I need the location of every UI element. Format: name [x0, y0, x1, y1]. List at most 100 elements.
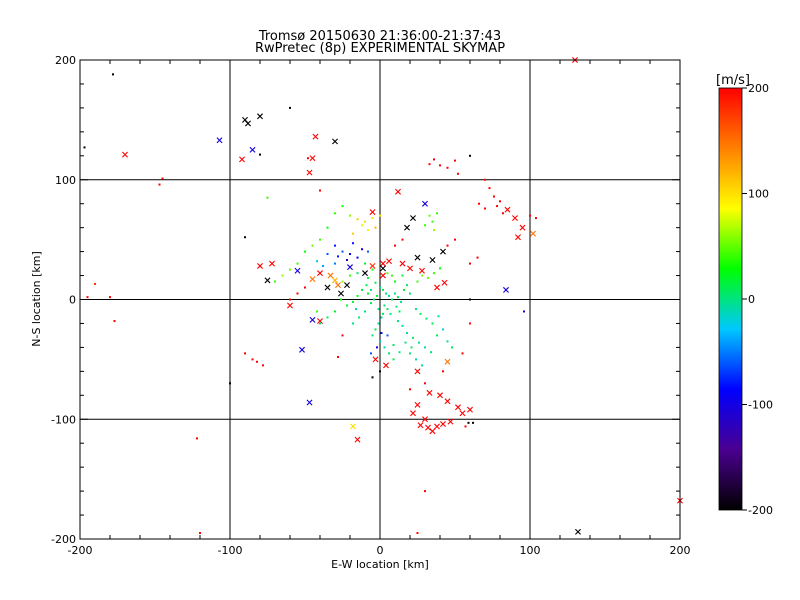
- data-point-dot: [419, 312, 422, 315]
- data-point-dot: [398, 310, 401, 313]
- colorbar-tick-label: 200: [748, 82, 769, 95]
- data-point-dot: [484, 207, 486, 210]
- data-point-cross: [440, 248, 446, 255]
- data-point-dot: [404, 341, 407, 344]
- data-point-dot: [199, 532, 201, 535]
- data-point-dot: [296, 292, 299, 295]
- data-point-dot: [376, 346, 378, 349]
- data-point-cross: [512, 215, 518, 222]
- data-point-cross: [437, 392, 443, 399]
- y-tick-label: 0: [69, 294, 76, 307]
- data-point-dot: [113, 320, 116, 323]
- data-point-dot: [409, 292, 411, 295]
- data-point-dot: [469, 298, 471, 301]
- data-point-dot: [352, 242, 354, 245]
- data-point-dot: [361, 224, 363, 227]
- data-point-dot: [401, 238, 404, 241]
- data-point-dot: [400, 300, 402, 303]
- data-point-dot: [319, 322, 321, 325]
- data-point-dot: [266, 196, 269, 199]
- data-point-dot: [346, 258, 348, 261]
- data-point-cross: [419, 267, 425, 274]
- data-point-dot: [326, 316, 329, 319]
- data-point-dot: [379, 370, 381, 373]
- data-point-cross: [414, 254, 421, 261]
- data-point-dot: [433, 158, 435, 161]
- data-point-dot: [361, 288, 363, 291]
- data-point-dot: [341, 205, 344, 208]
- data-point-dot: [397, 320, 399, 323]
- data-point-dot: [112, 73, 114, 76]
- data-point-dot: [406, 284, 408, 287]
- data-point-dot: [289, 268, 291, 271]
- data-point-dot: [274, 280, 276, 283]
- data-point-dot: [352, 232, 354, 235]
- data-point-dot: [436, 212, 438, 215]
- data-point-cross: [441, 279, 448, 286]
- data-point-cross: [386, 258, 392, 265]
- data-point-dot: [469, 262, 471, 265]
- data-point-cross: [515, 234, 521, 241]
- data-point-dot: [488, 187, 491, 190]
- data-point-dot: [454, 238, 456, 241]
- data-point-dot: [383, 304, 386, 307]
- data-point-dot: [349, 274, 351, 277]
- data-point-dot: [367, 250, 369, 253]
- data-point-dot: [467, 421, 470, 424]
- x-axis-label: E-W location [km]: [331, 558, 429, 571]
- data-point-dot: [416, 280, 419, 283]
- data-point-cross: [429, 428, 436, 435]
- data-point-dot: [386, 272, 389, 275]
- data-point-dot: [379, 340, 381, 343]
- data-point-dot: [409, 352, 411, 355]
- data-point-dot: [392, 344, 395, 347]
- data-point-cross: [503, 286, 509, 293]
- data-point-dot: [431, 322, 434, 325]
- data-point-dot: [446, 166, 449, 169]
- data-point-dot: [397, 296, 399, 299]
- data-point-cross: [530, 230, 536, 237]
- data-point-cross: [264, 277, 271, 284]
- data-point-dot: [316, 310, 318, 313]
- data-point-dot: [316, 260, 318, 263]
- data-point-cross: [440, 421, 446, 428]
- data-point-cross: [410, 215, 416, 222]
- data-point-dot: [437, 315, 440, 318]
- data-point-dot: [244, 236, 246, 239]
- data-point-dot: [326, 252, 329, 255]
- data-point-cross: [362, 270, 368, 277]
- data-point-cross: [434, 423, 440, 430]
- data-point-cross: [429, 256, 436, 263]
- data-point-dot: [418, 341, 420, 344]
- data-point-cross: [257, 113, 263, 120]
- data-point-cross: [332, 277, 338, 284]
- data-point-cross: [122, 151, 128, 158]
- data-point-dot: [454, 159, 456, 162]
- data-point-dot: [370, 288, 372, 291]
- data-point-dot: [424, 382, 426, 385]
- data-point-dot: [442, 328, 444, 331]
- data-point-dot: [394, 244, 396, 247]
- data-point-cross: [425, 424, 431, 431]
- data-point-dot: [370, 352, 372, 355]
- data-point-dot: [109, 296, 111, 299]
- data-point-cross: [324, 284, 331, 291]
- colorbar: [719, 88, 742, 510]
- data-point-dot: [377, 322, 380, 325]
- data-point-dot: [304, 250, 306, 253]
- data-point-cross: [447, 418, 454, 425]
- data-point-cross: [249, 146, 256, 153]
- data-point-dot: [391, 298, 393, 301]
- data-point-dot: [352, 300, 354, 303]
- data-point-dot: [380, 316, 383, 319]
- data-point-dot: [416, 532, 419, 535]
- data-point-dot: [391, 274, 393, 277]
- data-point-dot: [457, 172, 459, 175]
- data-point-cross: [327, 272, 334, 279]
- data-point-dot: [289, 298, 291, 301]
- data-point-cross: [426, 389, 433, 396]
- data-point-dot: [161, 177, 164, 180]
- data-point-dot: [311, 244, 314, 247]
- data-point-dot: [428, 163, 431, 166]
